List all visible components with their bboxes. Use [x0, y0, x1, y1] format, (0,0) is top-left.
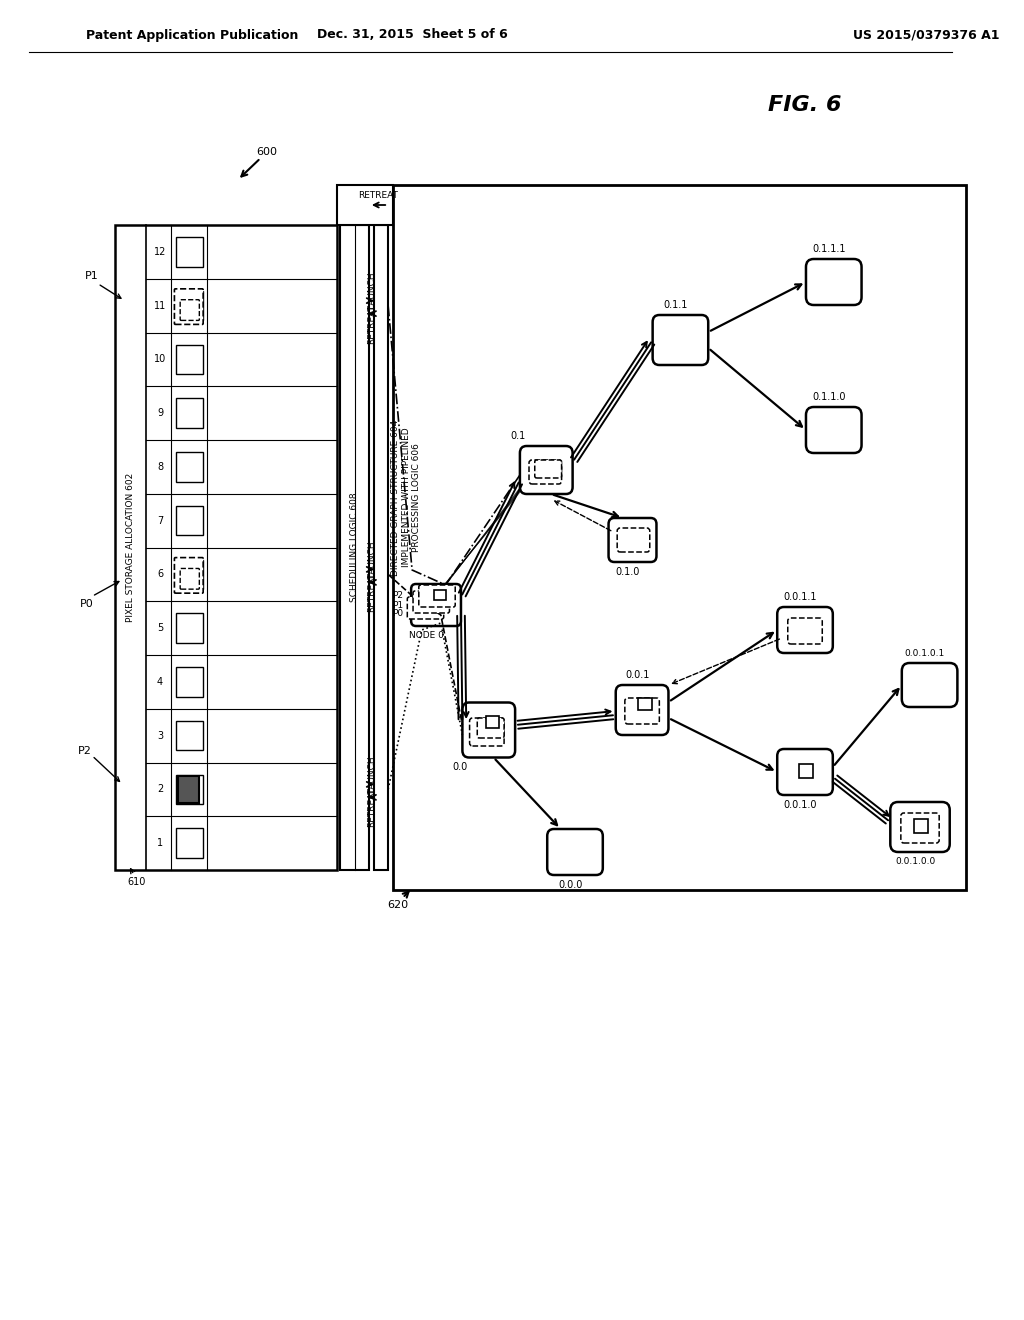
Text: 0.1.1.0: 0.1.1.0 — [812, 392, 846, 403]
FancyBboxPatch shape — [535, 459, 561, 478]
Bar — [638, 698, 651, 710]
FancyBboxPatch shape — [477, 718, 504, 738]
Text: P2: P2 — [392, 590, 403, 599]
Bar — [485, 715, 500, 729]
Text: 12: 12 — [154, 247, 166, 257]
Bar — [337, 185, 393, 224]
Text: 0.0.1: 0.0.1 — [625, 671, 649, 680]
Text: 0.1.1.1: 0.1.1.1 — [812, 244, 846, 253]
FancyBboxPatch shape — [547, 829, 603, 875]
Bar — [176, 667, 203, 697]
FancyBboxPatch shape — [777, 607, 833, 653]
Text: DIRECTED GRAPH STRUCTURE 604
IMPLEMENTED WITH PIPELINED
PROCESSING LOGIC 606: DIRECTED GRAPH STRUCTURE 604 IMPLEMENTED… — [391, 420, 421, 576]
Text: 610: 610 — [127, 876, 145, 887]
Bar — [393, 185, 966, 890]
Text: PIXEL STORAGE ALLOCATION 602: PIXEL STORAGE ALLOCATION 602 — [126, 473, 135, 622]
Bar — [176, 506, 203, 536]
Text: 620: 620 — [387, 900, 409, 909]
Bar — [176, 345, 203, 374]
Bar — [115, 224, 337, 870]
Text: 7: 7 — [157, 516, 163, 525]
Bar — [374, 224, 388, 870]
Text: 11: 11 — [154, 301, 166, 310]
Text: 1: 1 — [157, 838, 163, 849]
Text: RETREAT: RETREAT — [367, 788, 376, 828]
Bar — [176, 721, 203, 750]
Text: 5: 5 — [157, 623, 163, 634]
Text: 0.0.1.0: 0.0.1.0 — [783, 800, 817, 810]
FancyBboxPatch shape — [413, 591, 450, 612]
FancyBboxPatch shape — [615, 685, 669, 735]
FancyBboxPatch shape — [520, 446, 572, 494]
Bar — [178, 776, 200, 803]
Text: 9: 9 — [157, 408, 163, 418]
Text: 0.0.1.0.0: 0.0.1.0.0 — [895, 858, 935, 866]
Text: RETREAT: RETREAT — [358, 190, 398, 199]
Text: 8: 8 — [157, 462, 163, 471]
Text: 6: 6 — [157, 569, 163, 579]
Bar — [176, 829, 203, 858]
Text: LAUNCH: LAUNCH — [367, 272, 376, 309]
Text: LAUNCH: LAUNCH — [367, 541, 376, 578]
Bar — [176, 560, 203, 589]
Text: P1: P1 — [85, 271, 99, 281]
Bar — [176, 451, 203, 482]
Text: 4: 4 — [157, 677, 163, 686]
Text: US 2015/0379376 A1: US 2015/0379376 A1 — [853, 29, 999, 41]
FancyBboxPatch shape — [470, 718, 504, 746]
Text: 2: 2 — [157, 784, 163, 795]
Bar — [176, 614, 203, 643]
FancyBboxPatch shape — [419, 585, 456, 607]
FancyBboxPatch shape — [652, 315, 709, 366]
Text: Patent Application Publication: Patent Application Publication — [86, 29, 299, 41]
FancyBboxPatch shape — [806, 407, 861, 453]
FancyBboxPatch shape — [901, 813, 939, 843]
Text: RETREAT: RETREAT — [367, 573, 376, 612]
Text: 0.1.0: 0.1.0 — [615, 568, 640, 577]
Text: 0.0.1.1: 0.0.1.1 — [783, 591, 817, 602]
Text: SCHEDULING LOGIC 608: SCHEDULING LOGIC 608 — [350, 492, 359, 602]
Text: NODE 0: NODE 0 — [409, 631, 443, 640]
FancyBboxPatch shape — [463, 702, 515, 758]
Bar — [434, 590, 445, 601]
Text: 0.1: 0.1 — [510, 432, 525, 441]
FancyBboxPatch shape — [617, 528, 650, 552]
Text: FIG. 6: FIG. 6 — [768, 95, 842, 115]
Text: 3: 3 — [157, 731, 163, 741]
FancyBboxPatch shape — [529, 459, 561, 484]
FancyBboxPatch shape — [890, 803, 949, 851]
FancyBboxPatch shape — [777, 748, 833, 795]
Bar — [176, 399, 203, 428]
Text: Dec. 31, 2015  Sheet 5 of 6: Dec. 31, 2015 Sheet 5 of 6 — [316, 29, 508, 41]
Bar — [800, 764, 813, 777]
FancyBboxPatch shape — [174, 289, 203, 325]
Text: LAUNCH: LAUNCH — [367, 755, 376, 793]
Bar — [340, 224, 369, 870]
Text: 0.0: 0.0 — [453, 763, 468, 772]
Bar — [914, 818, 928, 833]
Text: P0: P0 — [80, 599, 93, 610]
FancyBboxPatch shape — [411, 583, 461, 626]
FancyBboxPatch shape — [408, 597, 443, 619]
Bar — [176, 238, 203, 267]
Text: P0: P0 — [392, 609, 403, 618]
FancyBboxPatch shape — [174, 557, 203, 593]
FancyBboxPatch shape — [787, 618, 822, 644]
FancyBboxPatch shape — [806, 259, 861, 305]
Text: RETREAT: RETREAT — [367, 304, 376, 343]
Bar — [176, 775, 203, 804]
FancyBboxPatch shape — [608, 517, 656, 562]
Text: 600: 600 — [256, 147, 276, 157]
Text: 0.0.0: 0.0.0 — [558, 880, 583, 890]
Text: P1: P1 — [392, 601, 403, 610]
Bar — [176, 290, 203, 321]
Text: P2: P2 — [78, 746, 91, 755]
FancyBboxPatch shape — [180, 300, 200, 321]
Text: 10: 10 — [154, 354, 166, 364]
FancyBboxPatch shape — [625, 698, 659, 723]
Text: 0.0.1.0.1: 0.0.1.0.1 — [904, 648, 945, 657]
Text: 0.1.1: 0.1.1 — [664, 300, 688, 310]
FancyBboxPatch shape — [180, 569, 200, 589]
FancyBboxPatch shape — [902, 663, 957, 708]
